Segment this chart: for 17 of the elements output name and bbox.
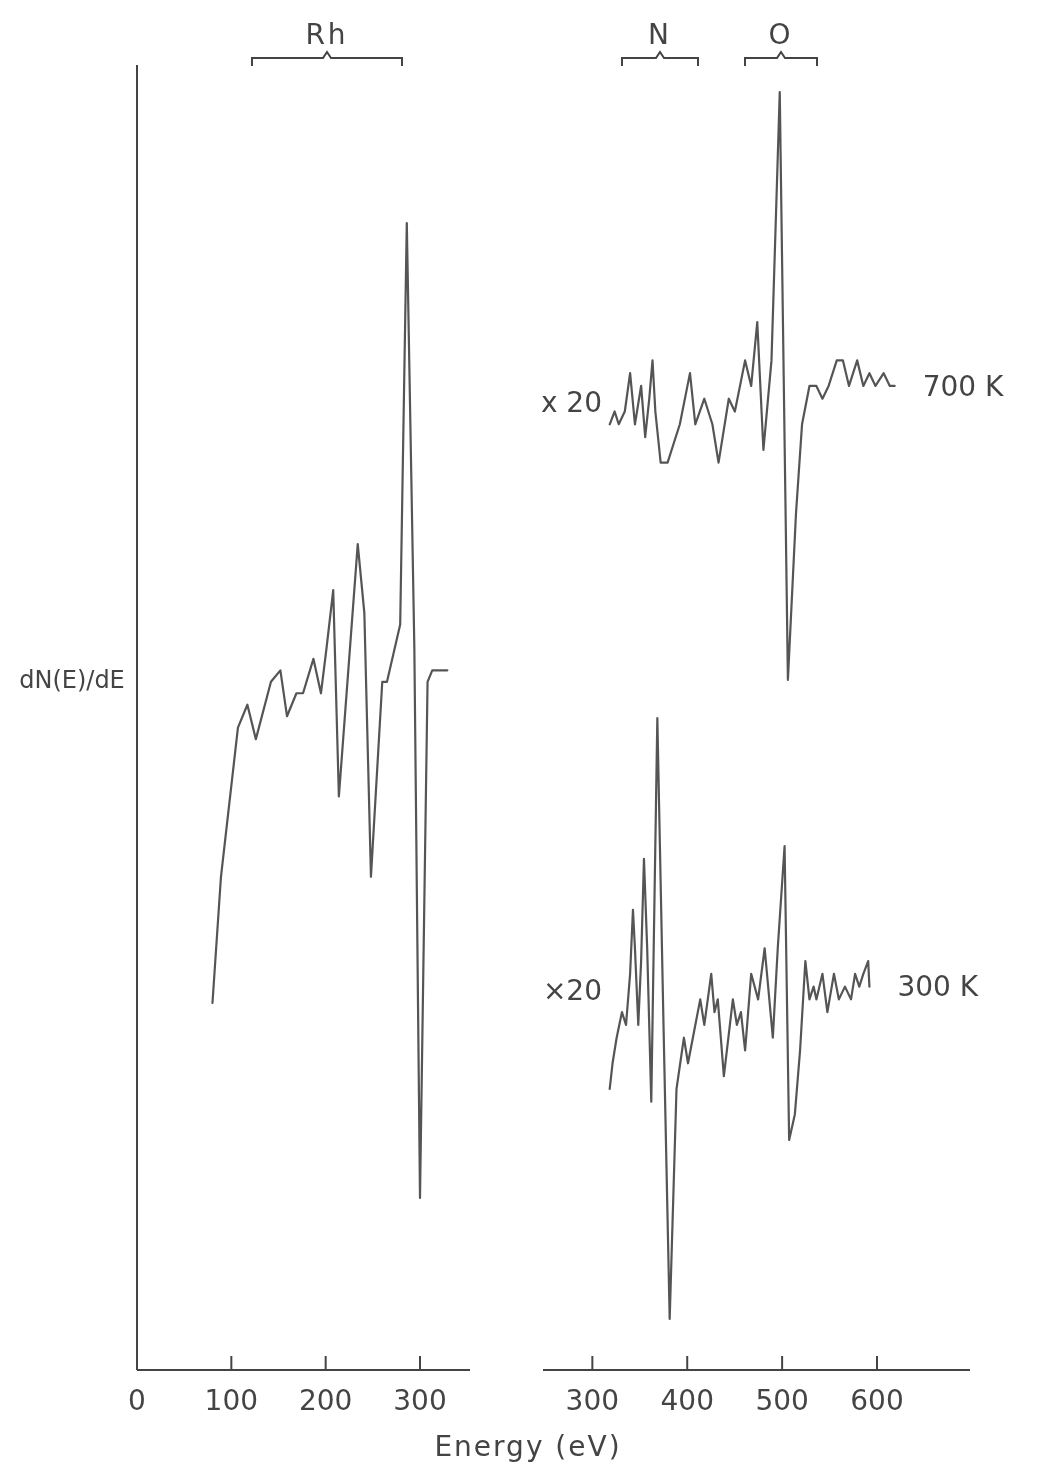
x-tick-label: 300	[393, 1384, 447, 1417]
text: N	[648, 18, 672, 51]
x-tick-label: 100	[204, 1384, 259, 1417]
series-label: 300 K	[897, 970, 979, 1004]
x-tick-label: 200	[298, 1384, 353, 1417]
annotation: ×20	[542, 973, 602, 1007]
x-tick-label: 0	[128, 1384, 146, 1417]
y-axis-title: dN(E)/dE	[19, 666, 125, 694]
x-tick-label: 500	[755, 1384, 809, 1417]
x-axis-title: Energy (eV)	[434, 1430, 622, 1463]
series-label: 700 K	[922, 369, 1004, 403]
text: O	[768, 18, 794, 51]
x-tick-label: 600	[850, 1384, 904, 1417]
x-tick-label: 400	[660, 1384, 714, 1417]
annotation: x 20	[540, 385, 602, 419]
x-tick-label: 300	[565, 1384, 620, 1417]
text: Rh	[305, 18, 349, 51]
